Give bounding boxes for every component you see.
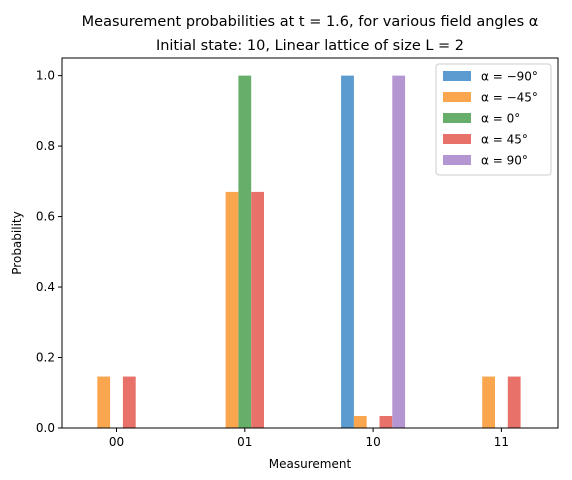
chart-title-line-2: Initial state: 10, Linear lattice of siz… [156, 38, 464, 54]
chart-title-line-1: Measurement probabilities at t = 1.6, fo… [82, 14, 539, 30]
y-tick-label-5: 1.0 [36, 69, 55, 83]
legend-label-1: α = −45° [481, 91, 538, 105]
x-axis-label: Measurement [269, 457, 352, 471]
y-axis-label: Probability [10, 211, 24, 274]
y-tick-label-4: 0.8 [36, 139, 55, 153]
x-tick-label-0: 00 [109, 435, 124, 449]
bar-11-series-1 [482, 376, 495, 428]
x-axis: 00 01 10 11 [109, 428, 509, 449]
legend-box [435, 63, 552, 176]
legend-label-4: α = 90° [481, 154, 528, 168]
legend-label-0: α = −90° [481, 70, 538, 84]
y-tick-label-3: 0.6 [36, 210, 55, 224]
bar-00-series-3 [122, 376, 136, 428]
legend-swatch-1 [443, 92, 471, 102]
x-tick-label-1: 01 [237, 435, 252, 449]
y-tick-label-0: 0.0 [36, 421, 55, 435]
legend-swatch-0 [443, 71, 471, 81]
legend-label-3: α = 45° [481, 133, 528, 147]
bar-00-series-1 [97, 376, 111, 428]
legend-label-2: α = 0° [481, 112, 520, 126]
bar-11-series-3 [507, 376, 521, 428]
legend-swatch-2 [443, 113, 471, 123]
y-tick-label-1: 0.2 [36, 351, 55, 365]
legend-swatch-4 [443, 155, 471, 165]
y-tick-label-2: 0.4 [36, 280, 55, 294]
bar-01-series-2 [238, 75, 252, 429]
bar-10-series-0 [341, 75, 354, 429]
bar-01-series-1 [225, 191, 239, 428]
bar-10-series-1 [353, 416, 367, 428]
legend-swatch-3 [443, 134, 471, 144]
bar-10-series-4 [392, 75, 406, 429]
bar-01-series-3 [251, 191, 264, 428]
x-tick-label-3: 11 [494, 435, 509, 449]
bar-10-series-3 [379, 416, 393, 428]
legend: α = −90° α = −45° α = 0° α = 45° α = 90° [435, 63, 552, 176]
bars-group [97, 75, 521, 429]
x-tick-label-2: 10 [365, 435, 380, 449]
plot-frame [61, 57, 559, 429]
y-axis: 0.0 0.2 0.4 0.6 0.8 1.0 [36, 69, 62, 435]
